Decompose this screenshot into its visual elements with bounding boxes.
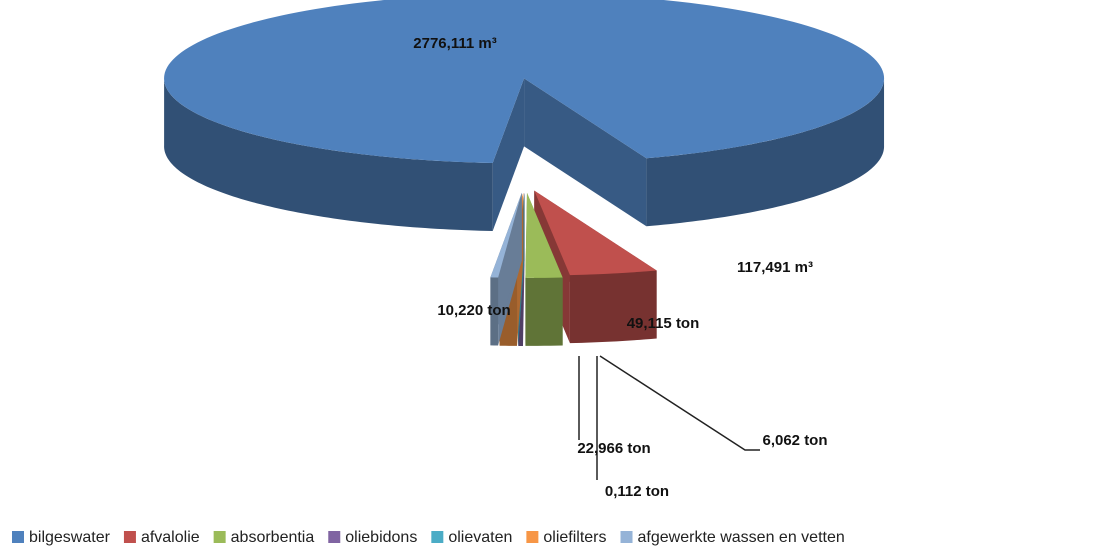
slice	[525, 192, 563, 346]
slice-rim	[164, 77, 493, 232]
slice-top	[164, 0, 885, 164]
value-label: 10,220 ton	[437, 302, 510, 319]
slice-side	[524, 78, 647, 227]
legend-label: afvalolie	[141, 529, 200, 546]
slice-top	[534, 190, 657, 276]
legend-swatch	[213, 531, 226, 543]
legend-swatch	[328, 531, 341, 543]
legend-label: afgewerkte wassen en vetten	[638, 529, 845, 546]
legend-swatch	[620, 531, 633, 543]
slice-side	[492, 78, 525, 232]
value-label: 2776,111 m³	[413, 35, 496, 52]
slice	[490, 192, 522, 346]
legend-swatch	[123, 531, 136, 543]
legend-swatch	[12, 531, 24, 543]
legend: bilgeswater afvalolie absorbentia oliebidon…	[12, 529, 845, 546]
slice-rim	[490, 277, 499, 346]
legend-label: bilgeswater	[29, 529, 111, 546]
value-label: 49,115 ton	[627, 315, 700, 332]
value-label: 22,966 ton	[577, 440, 650, 457]
pie	[164, 0, 885, 346]
leader-line	[599, 355, 760, 451]
value-labels: 2776,111 m³ 117,491 m³ 49,115 ton 6,062 ton…	[413, 35, 827, 500]
legend-label: oliebidons	[345, 529, 417, 546]
legend-label: olievaten	[448, 529, 512, 546]
legend-swatch	[526, 531, 539, 543]
slice	[164, 0, 885, 232]
slice-rim	[569, 270, 657, 344]
slice-rim	[525, 277, 563, 346]
leader-lines	[578, 355, 760, 480]
legend-swatch	[431, 531, 444, 543]
slice-side	[490, 192, 522, 346]
legend-label: absorbentia	[231, 529, 315, 546]
slice-top	[490, 192, 522, 278]
value-label: 6,062 ton	[762, 432, 827, 449]
slice-rim	[646, 77, 885, 227]
value-label: 0,112 ton	[605, 483, 669, 500]
value-label: 117,491 m³	[737, 259, 813, 276]
slice-top	[525, 192, 563, 278]
legend-label: oliefilters	[543, 529, 606, 546]
